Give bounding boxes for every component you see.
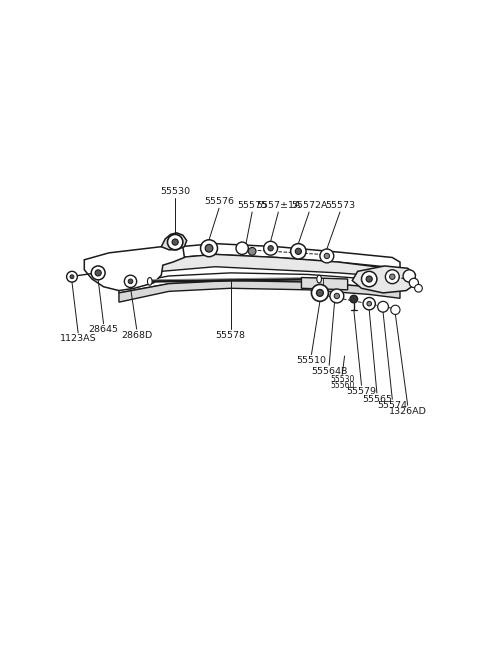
Circle shape (385, 270, 399, 284)
Circle shape (334, 293, 339, 299)
Text: 55560: 55560 (330, 382, 354, 390)
Polygon shape (119, 273, 400, 293)
Circle shape (205, 244, 213, 252)
Circle shape (128, 279, 133, 284)
Text: 55530: 55530 (160, 187, 190, 196)
Circle shape (415, 284, 422, 292)
Text: 55576: 55576 (204, 197, 234, 206)
Polygon shape (109, 244, 400, 270)
Polygon shape (119, 281, 400, 302)
Circle shape (367, 302, 372, 306)
Polygon shape (161, 233, 187, 250)
Text: 55565: 55565 (362, 395, 392, 403)
Circle shape (264, 241, 277, 255)
Text: 1326AD: 1326AD (389, 407, 427, 416)
Text: 5557±1A: 5557±1A (256, 201, 300, 210)
Circle shape (390, 274, 395, 279)
Circle shape (291, 244, 306, 259)
Text: 1123AS: 1123AS (60, 334, 96, 344)
Polygon shape (109, 254, 400, 282)
Circle shape (366, 276, 372, 282)
Circle shape (361, 271, 377, 286)
Circle shape (95, 270, 101, 276)
Text: 55564B: 55564B (311, 367, 348, 376)
Text: 28645: 28645 (88, 325, 119, 334)
Text: 55573: 55573 (325, 201, 355, 210)
Circle shape (67, 271, 77, 282)
Circle shape (295, 248, 301, 254)
Text: 55510: 55510 (297, 356, 326, 365)
Circle shape (403, 270, 415, 282)
Polygon shape (352, 266, 415, 293)
Polygon shape (301, 277, 348, 290)
Circle shape (409, 279, 419, 288)
Text: 2868D: 2868D (121, 330, 152, 340)
Text: 55574: 55574 (377, 401, 408, 410)
Circle shape (312, 284, 328, 302)
Circle shape (316, 290, 324, 296)
Circle shape (391, 306, 400, 315)
Ellipse shape (147, 277, 152, 285)
Circle shape (172, 239, 178, 245)
Circle shape (124, 275, 137, 288)
Circle shape (320, 249, 334, 263)
Text: 55578: 55578 (216, 330, 246, 340)
Text: 55530: 55530 (330, 375, 354, 384)
Circle shape (236, 242, 248, 254)
Circle shape (248, 248, 256, 255)
Circle shape (350, 295, 358, 303)
Text: 55579: 55579 (347, 387, 376, 396)
Circle shape (324, 253, 330, 259)
Ellipse shape (317, 275, 322, 283)
Text: 55575: 55575 (237, 201, 267, 210)
Circle shape (330, 289, 344, 303)
Circle shape (91, 266, 105, 280)
Polygon shape (84, 244, 184, 290)
Circle shape (268, 246, 273, 251)
Circle shape (363, 298, 375, 310)
Circle shape (201, 240, 217, 257)
Circle shape (378, 302, 388, 312)
Circle shape (70, 275, 74, 279)
Circle shape (168, 235, 183, 250)
Text: 55572A: 55572A (291, 201, 327, 210)
